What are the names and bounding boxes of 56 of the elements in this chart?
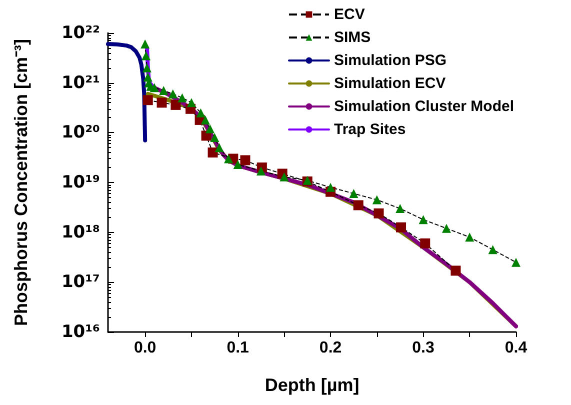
point	[170, 100, 181, 110]
point	[186, 98, 196, 108]
legend-label: Trap Sites	[334, 121, 406, 138]
legend-label: Simulation Cluster Model	[334, 98, 514, 115]
y-tick-label: 10¹⁸	[61, 222, 100, 242]
point	[280, 172, 289, 182]
y-tick-label: 10¹⁷	[61, 272, 100, 292]
point	[420, 238, 430, 248]
point	[372, 195, 382, 204]
point	[200, 115, 210, 124]
point	[374, 208, 384, 218]
point	[396, 222, 406, 232]
y-tick-label: 10²¹	[61, 72, 100, 93]
point	[210, 132, 220, 142]
x-tick-label: 0.3	[412, 340, 434, 356]
x-tick-label: 0.0	[134, 340, 156, 356]
point	[450, 266, 461, 276]
point	[196, 108, 206, 118]
point	[168, 89, 178, 98]
y-tick-label: 10²⁰	[61, 122, 100, 143]
point	[512, 258, 520, 267]
point	[442, 224, 451, 233]
point	[396, 204, 405, 214]
point	[178, 93, 187, 102]
point	[140, 40, 150, 49]
point	[233, 160, 242, 169]
point	[142, 51, 151, 60]
x-tick-label: 0.1	[226, 340, 250, 356]
point	[156, 98, 167, 108]
point	[256, 166, 266, 176]
point	[208, 147, 218, 158]
legend-label: ECV	[334, 6, 365, 23]
point	[353, 200, 364, 210]
y-tick-label: 10²²	[61, 23, 100, 43]
y-tick-label: 10¹⁹	[61, 172, 100, 192]
x-axis-title: Depth [µm]	[264, 375, 360, 395]
x-tick-label: 0.4	[504, 340, 528, 356]
point	[418, 215, 428, 224]
point	[326, 182, 336, 192]
y-tick-label: 10¹⁶	[61, 322, 100, 342]
legend-label: Simulation ECV	[334, 75, 446, 92]
legend-label: Simulation PSG	[334, 52, 447, 69]
point	[206, 124, 214, 134]
point	[142, 95, 153, 106]
x-tick-label: 0.2	[319, 340, 342, 356]
point	[150, 83, 159, 92]
point	[488, 245, 498, 254]
point	[465, 232, 474, 242]
point	[224, 154, 234, 164]
point	[142, 63, 152, 72]
point	[240, 155, 250, 166]
point	[159, 86, 168, 96]
legend-label: SIMS	[334, 29, 371, 46]
point	[349, 189, 358, 198]
point	[214, 143, 224, 152]
y-axis-title: Phosphorus Concentration [cm⁻³]	[11, 38, 31, 326]
